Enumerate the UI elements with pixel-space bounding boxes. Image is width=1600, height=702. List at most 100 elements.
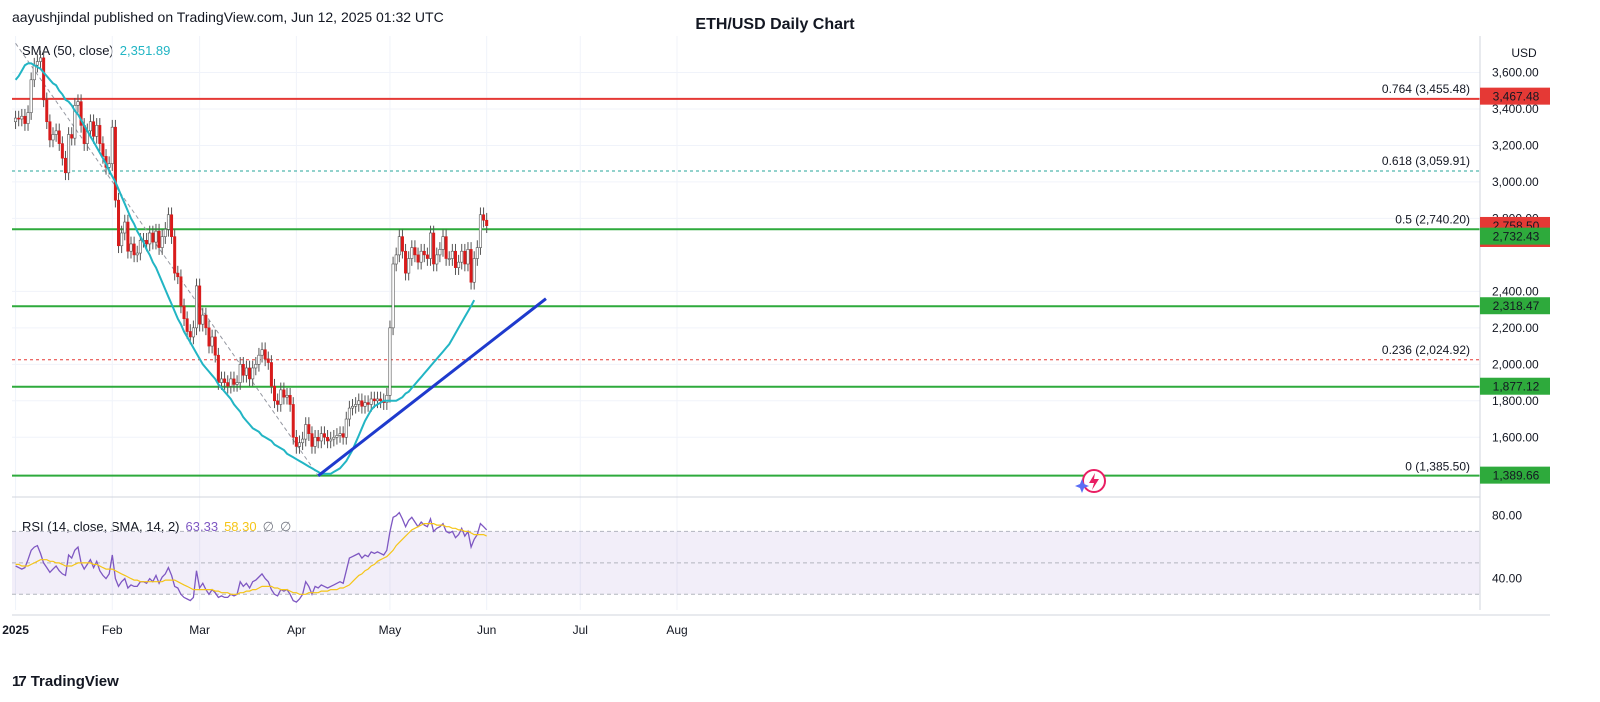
price-tick-label: 1,800.00 xyxy=(1492,394,1539,408)
candle-body xyxy=(226,382,230,387)
rsi-legend[interactable]: RSI (14, close, SMA, 14, 2) 63.33 58.30 ∅ ∅ xyxy=(22,519,291,535)
candle-body xyxy=(88,121,92,132)
price-tick-label: 1,600.00 xyxy=(1492,430,1539,444)
candle-body xyxy=(304,424,308,440)
ascending-trendline xyxy=(317,297,547,477)
candle-body xyxy=(23,115,27,124)
tradingview-logo-mark: 17 xyxy=(12,673,27,690)
candle-body xyxy=(422,250,426,256)
rsi-tick-label: 40.00 xyxy=(1492,572,1522,586)
candle-body xyxy=(35,61,39,66)
candle-body xyxy=(173,236,177,274)
candle-body xyxy=(67,134,71,174)
publisher-line: aayushjindal published on TradingView.co… xyxy=(12,9,444,25)
candle-body xyxy=(244,367,248,376)
price-tag-label: 3,467.48 xyxy=(1493,90,1540,104)
candle-body xyxy=(70,134,74,139)
candle-body xyxy=(301,438,305,444)
lightning-icon xyxy=(1075,469,1106,493)
candle-body xyxy=(447,258,451,260)
candle-body xyxy=(123,221,127,234)
candle-body xyxy=(282,389,286,398)
rsi-tick-label: 80.00 xyxy=(1492,509,1522,523)
candle-body xyxy=(413,247,417,256)
candle-body xyxy=(129,243,133,252)
candle-body xyxy=(14,117,18,123)
price-tick-label: 3,600.00 xyxy=(1492,65,1539,79)
candle-body xyxy=(166,214,170,230)
candle-body xyxy=(235,382,239,385)
candle-body xyxy=(201,314,205,325)
candle-body xyxy=(441,236,445,250)
candle-body xyxy=(110,126,114,164)
candle-body xyxy=(410,247,414,259)
candle-body xyxy=(369,398,373,405)
time-tick-label: Mar xyxy=(189,623,210,637)
candle-body xyxy=(444,236,448,259)
candle-body xyxy=(48,121,52,141)
candle-body xyxy=(475,247,479,259)
candle-body xyxy=(42,57,46,101)
candle-body xyxy=(266,358,270,363)
candle-body xyxy=(248,367,252,380)
extras xyxy=(1075,469,1106,493)
candle-body xyxy=(57,130,61,144)
candle-body xyxy=(407,258,411,274)
candle-body xyxy=(148,232,152,245)
candle-body xyxy=(450,250,454,259)
chart-grid xyxy=(12,36,1480,610)
candle-body xyxy=(170,214,174,237)
candle-body xyxy=(198,285,202,325)
candle-body xyxy=(160,236,164,248)
rsi-panel xyxy=(12,496,1480,603)
time-tick-label: Jul xyxy=(573,623,588,637)
candle-body xyxy=(60,143,64,159)
candle-body xyxy=(485,219,489,226)
sma-50-line xyxy=(14,62,476,475)
fib-diagonal xyxy=(15,43,319,477)
candle-body xyxy=(310,433,314,447)
rsi-sma-line xyxy=(15,522,487,595)
sma-legend[interactable]: SMA (50, close) 2,351.89 xyxy=(22,43,170,58)
candle-body xyxy=(113,126,117,201)
candle-body xyxy=(338,433,342,436)
sma-legend-value: 2,351.89 xyxy=(119,43,171,58)
candle-body xyxy=(294,436,298,447)
candle-body xyxy=(457,261,461,268)
candle-body xyxy=(469,249,473,283)
fib-label: 0 (1,385.50) xyxy=(1405,459,1470,473)
candle-body xyxy=(39,57,43,62)
sma-legend-label: SMA (50, close) xyxy=(22,43,114,58)
candle-body xyxy=(322,433,326,438)
tradingview-logo[interactable]: 17 TradingView xyxy=(12,673,119,690)
candle-body xyxy=(154,230,158,243)
candle-body xyxy=(207,327,211,347)
candle-body xyxy=(466,249,470,265)
candle-body xyxy=(92,121,96,137)
candle-body xyxy=(279,389,283,405)
candle-body xyxy=(288,395,292,405)
candle-body xyxy=(157,230,161,248)
candle-body xyxy=(145,239,149,245)
sparkle-icon xyxy=(1075,479,1089,493)
candle-body xyxy=(219,378,223,383)
candle-body xyxy=(263,349,267,360)
candle-body xyxy=(351,405,355,409)
candle-body xyxy=(232,378,236,385)
candle-body xyxy=(379,398,383,402)
candle-body xyxy=(138,239,142,254)
candle-body xyxy=(210,336,214,347)
candle-body xyxy=(179,276,183,307)
candle-body xyxy=(344,418,348,438)
candle-body xyxy=(482,214,486,221)
candle-body xyxy=(229,378,233,387)
candle-body xyxy=(151,232,155,243)
candle-body xyxy=(307,424,311,434)
rsi-legend-empty-2: ∅ xyxy=(279,519,292,534)
candle-body xyxy=(313,436,317,447)
chart-title: ETH/USD Daily Chart xyxy=(695,16,855,33)
candle-body xyxy=(397,236,401,256)
candle-body xyxy=(326,436,330,442)
candle-body xyxy=(388,327,392,396)
